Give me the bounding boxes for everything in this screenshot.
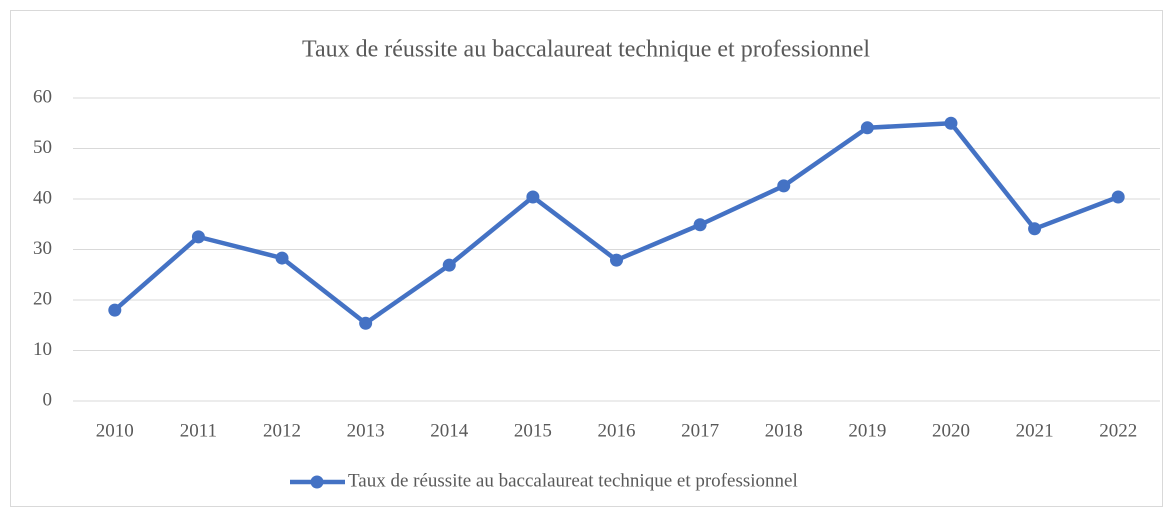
data-point [108,303,122,317]
data-point [1111,190,1125,204]
y-tick-label: 40 [33,187,52,208]
x-tick-label: 2017 [681,420,719,441]
data-point [693,218,707,232]
data-point [777,179,791,193]
y-tick-label: 0 [43,389,53,410]
chart-border [10,10,1163,507]
legend-marker [310,475,324,489]
x-tick-label: 2020 [932,420,970,441]
x-tick-label: 2011 [180,420,217,441]
data-point [191,230,205,244]
x-tick-label: 2014 [430,420,469,441]
x-tick-label: 2021 [1016,420,1054,441]
data-point [610,253,623,267]
legend-label: Taux de réussite au baccalaureat techniq… [348,470,798,491]
x-tick-label: 2022 [1099,420,1137,441]
y-tick-label: 60 [33,86,52,107]
x-tick-label: 2019 [848,420,886,441]
data-point [860,121,874,135]
x-tick-label: 2016 [598,420,636,441]
y-tick-label: 10 [33,339,52,360]
data-point [275,251,289,265]
data-point [944,116,958,130]
y-tick-label: 30 [33,238,52,259]
x-tick-label: 2018 [765,420,803,441]
data-point [442,258,456,272]
y-tick-label: 20 [33,288,52,309]
x-tick-label: 2015 [514,420,552,441]
chart-title: Taux de réussite au baccalaureat techniq… [302,37,870,63]
data-point [359,316,373,330]
x-tick-label: 2013 [347,420,385,441]
data-point [526,190,540,204]
data-point [1028,222,1042,236]
y-tick-label: 50 [33,137,52,158]
x-tick-label: 2010 [96,420,134,441]
x-tick-label: 2012 [263,420,301,441]
